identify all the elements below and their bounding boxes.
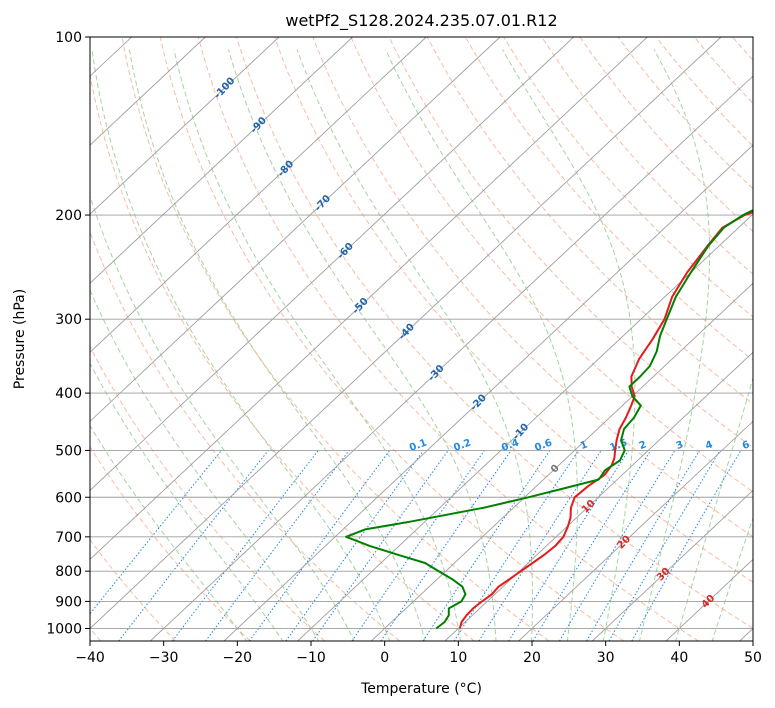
moist-adiabat-line (90, 362, 284, 641)
isotherm-line (444, 351, 753, 641)
dewpoint-profile (345, 209, 753, 630)
isotherm-line (90, 37, 722, 630)
moist-adiabat-line (128, 49, 426, 641)
mixing-ratio-line (453, 450, 579, 641)
y-tick-label: 900 (55, 594, 82, 610)
isotherm-line (90, 37, 574, 491)
moist-adiabat-line (91, 49, 391, 641)
mixing-ratio-label: 3 (675, 439, 685, 452)
x-tick-label: 10 (449, 650, 467, 666)
dry-adiabat-line (236, 37, 753, 630)
y-axis-label: Pressure (hPa) (12, 289, 28, 389)
x-tick-label: 50 (744, 650, 762, 666)
isotherm-line (90, 37, 501, 422)
x-tick-label: 0 (380, 650, 389, 666)
y-tick-label: 200 (55, 208, 82, 224)
moist-adiabats (90, 49, 753, 641)
mixing-ratio-line (422, 450, 551, 641)
isotherm-line (518, 420, 753, 641)
dry-adiabat-line (159, 37, 624, 641)
isotherm-line (149, 75, 753, 641)
y-tick-label: 100 (55, 30, 82, 46)
dry-adiabat-line (90, 538, 176, 641)
isotherm-line (90, 37, 427, 353)
isotherm-line (90, 37, 353, 284)
sounding-profiles (345, 209, 753, 630)
isotherm-line (90, 37, 648, 561)
moist-adiabat-line (385, 49, 578, 641)
dry-adiabat-line (90, 230, 400, 641)
mixing-ratio-line (248, 450, 391, 641)
moist-adiabat-line (675, 376, 753, 641)
x-tick-label: −10 (296, 650, 326, 666)
moist-adiabat-line (296, 49, 533, 641)
moist-adiabat-line (711, 516, 753, 641)
mixing-ratio-line (558, 450, 676, 641)
mixing-ratio-label: 4 (704, 439, 714, 452)
y-tick-label: 300 (55, 312, 82, 328)
mixing-ratio-line (508, 450, 629, 641)
dry-adiabat-line (350, 37, 753, 493)
mixing-ratio-line (631, 450, 742, 641)
mixing-ratio-line (205, 450, 350, 641)
dry-adiabat-line (388, 37, 753, 449)
isotherm-line (90, 37, 206, 146)
isotherm-gridlines (90, 37, 753, 641)
moist-adiabat-line (228, 49, 497, 641)
y-axis-ticks: 1000 900 800 700 600 500 400 300 200 100 (46, 30, 90, 637)
isotherm-line (90, 37, 280, 215)
dry-adiabat-line (90, 345, 326, 641)
isotherm-line (297, 213, 753, 641)
x-tick-label: −20 (223, 650, 253, 666)
y-tick-label: 600 (55, 490, 82, 506)
mixing-ratio-label: 6 (741, 439, 751, 452)
moist-adiabat-line (501, 49, 636, 641)
dry-adiabat-line (90, 72, 475, 641)
plot-frame (89, 36, 754, 642)
isobar-gridlines (90, 37, 753, 629)
mixing-ratio-label: 1 (579, 439, 589, 452)
temperature-profile (458, 211, 753, 629)
isotherm-line (591, 489, 753, 641)
dry-adiabat-line (121, 37, 550, 641)
mixing-ratio-line (285, 450, 424, 641)
x-tick-label: 40 (670, 650, 688, 666)
moist-adiabat-line (638, 49, 711, 641)
chart-title: wetPf2_S128.2024.235.07.01.R12 (285, 11, 557, 31)
x-tick-label: −40 (75, 650, 105, 666)
moist-adiabat-line (90, 194, 355, 641)
dry-adiabat-line (426, 37, 753, 405)
y-tick-label: 1000 (46, 621, 82, 637)
x-tick-label: 30 (597, 650, 615, 666)
dry-adiabat-line (503, 37, 753, 318)
x-tick-label: −30 (149, 650, 179, 666)
moist-adiabat-line (173, 49, 462, 641)
mixing-ratio-line (351, 450, 485, 641)
mixing-ratio-line (118, 450, 269, 641)
dry-adiabat-line (274, 37, 753, 583)
moist-adiabat-line (90, 288, 320, 641)
x-tick-label: 20 (523, 650, 541, 666)
y-tick-label: 800 (55, 564, 82, 580)
x-axis-ticks: −40 −30 −20 −10 0 10 20 30 40 50 (75, 641, 762, 666)
moist-adiabat-line (90, 424, 248, 641)
isotherm-line (370, 282, 753, 641)
y-tick-label: 500 (55, 443, 82, 459)
mixing-ratio-label: 2 (638, 439, 648, 452)
y-tick-label: 700 (55, 530, 82, 546)
mixing-ratio-line (532, 450, 652, 641)
dry-adiabat-line (464, 37, 753, 361)
plot-area: -100-90-80-70-60-50-40-30-20-10010203040… (90, 37, 753, 641)
mixing-ratio-line (172, 450, 319, 641)
y-tick-label: 400 (55, 386, 82, 402)
isotherm-line (223, 144, 753, 641)
dry-adiabat-line (90, 445, 251, 641)
dry-adiabat-line (197, 37, 699, 641)
mixing-ratio-line (312, 450, 449, 641)
x-axis-label: Temperature (°C) (360, 681, 482, 697)
